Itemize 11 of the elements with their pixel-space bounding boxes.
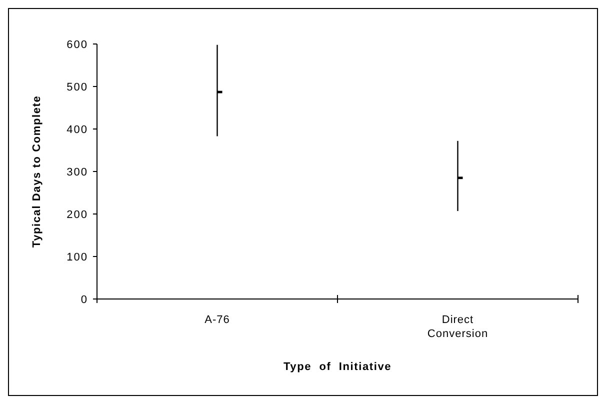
x-axis-title: Type of Initiative [283,361,392,373]
y-tick-label: 0 [80,294,88,306]
y-tick-label: 600 [66,38,88,51]
y-tick-label: 100 [66,251,88,264]
y-tick-label: 300 [66,166,88,178]
y-tick-label: 400 [66,124,88,136]
y-tick-label: 200 [66,208,88,221]
y-tick-label: 500 [66,81,88,94]
x-tick-label: A-76 [204,314,230,326]
y-axis-title: Typical Days to Complete [31,95,43,248]
x-tick-label: Direct Conversion [427,314,488,340]
